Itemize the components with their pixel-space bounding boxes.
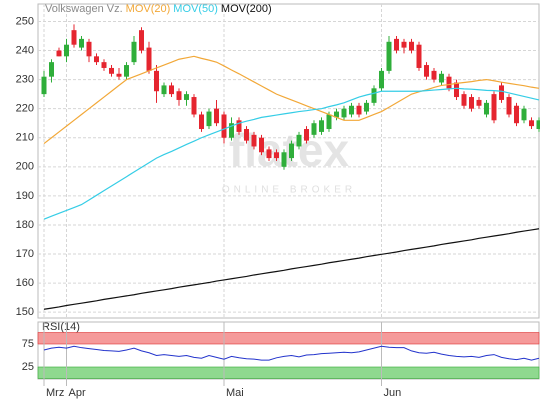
- candle-body: [259, 138, 264, 153]
- legend-entry: MOV(200): [221, 3, 272, 15]
- x-tick-label: Apr: [69, 387, 86, 399]
- candle-body: [514, 106, 519, 123]
- candle-body: [342, 109, 347, 118]
- candle-body: [357, 106, 362, 115]
- candle-body: [477, 100, 482, 106]
- candle-body: [394, 39, 399, 51]
- candle-body: [267, 149, 272, 158]
- candle-body: [102, 62, 107, 68]
- candle-body: [409, 42, 414, 51]
- candle-body: [372, 88, 377, 103]
- candle-body: [454, 83, 459, 98]
- candle-body: [79, 39, 84, 48]
- candle-body: [207, 112, 212, 127]
- x-tick-label: Jun: [384, 387, 402, 399]
- candle-body: [162, 85, 167, 94]
- candle-body: [132, 42, 137, 62]
- candle-body: [139, 30, 144, 50]
- candle-body: [57, 51, 62, 57]
- y-tick-label: 210: [16, 132, 34, 144]
- candle-body: [349, 106, 354, 115]
- candle-body: [327, 114, 332, 129]
- y-tick-label: 250: [16, 15, 34, 27]
- legend-entry: Volkswagen Vz.: [45, 3, 123, 15]
- candle-body: [297, 135, 302, 147]
- candle-body: [522, 109, 527, 121]
- candle-body: [507, 97, 512, 114]
- candle-body: [364, 103, 369, 112]
- candle-body: [124, 65, 129, 77]
- y-tick-label: 240: [16, 44, 34, 56]
- candle-body: [469, 97, 474, 109]
- candle-body: [289, 144, 294, 159]
- rsi-lower-band: [38, 367, 539, 379]
- candle-body: [49, 62, 54, 77]
- candle-body: [484, 103, 489, 115]
- candle-body: [199, 114, 204, 129]
- rsi-upper-band: [38, 333, 539, 345]
- y-tick-label: 220: [16, 103, 34, 115]
- rsi-tick-label: 25: [22, 361, 34, 373]
- candle-body: [537, 120, 540, 129]
- y-tick-label: 170: [16, 248, 34, 260]
- candle-body: [222, 114, 227, 137]
- candle-body: [499, 85, 504, 100]
- candle-body: [387, 42, 392, 71]
- candle-body: [304, 129, 309, 141]
- candle-body: [117, 74, 122, 77]
- candle-body: [432, 71, 437, 80]
- candle-body: [417, 45, 422, 68]
- candle-body: [192, 97, 197, 114]
- candle-body: [94, 56, 99, 62]
- y-tick-label: 200: [16, 161, 34, 173]
- candle-body: [154, 71, 159, 91]
- candle-body: [42, 77, 47, 94]
- candle-body: [109, 68, 114, 74]
- candle-body: [87, 42, 92, 57]
- candle-body: [447, 77, 452, 89]
- candle-body: [424, 65, 429, 77]
- candle-body: [379, 71, 384, 88]
- candle-body: [282, 152, 287, 167]
- candle-body: [214, 109, 219, 124]
- candle-body: [147, 48, 152, 71]
- candle-body: [72, 30, 77, 45]
- candle-body: [492, 94, 497, 120]
- candle-body: [319, 120, 324, 132]
- watermark-tagline: ONLINE BROKER: [222, 185, 356, 196]
- legend: Volkswagen Vz.MOV(20)MOV(50)MOV(200): [45, 3, 272, 15]
- candle-body: [252, 135, 257, 147]
- rsi-tick-label: 75: [22, 338, 34, 350]
- candle-body: [184, 94, 189, 100]
- candle-body: [169, 85, 174, 94]
- candle-body: [177, 91, 182, 100]
- candle-body: [439, 74, 444, 83]
- candle-body: [462, 94, 467, 106]
- x-tick-label: Mai: [226, 387, 244, 399]
- candle-body: [274, 152, 279, 158]
- y-tick-label: 160: [16, 277, 34, 289]
- y-tick-label: 190: [16, 190, 34, 202]
- y-tick-label: 230: [16, 73, 34, 85]
- legend-entry: MOV(50): [173, 3, 218, 15]
- rsi-title: RSI(14): [42, 321, 80, 333]
- candle-body: [244, 129, 249, 141]
- candle-body: [529, 120, 534, 126]
- candle-body: [64, 45, 69, 57]
- candle-body: [237, 120, 242, 132]
- candle-body: [402, 42, 407, 48]
- x-tick-label: Mrz: [46, 387, 64, 399]
- y-tick-label: 180: [16, 219, 34, 231]
- candle-body: [312, 123, 317, 135]
- y-tick-label: 150: [16, 306, 34, 318]
- legend-entry: MOV(20): [126, 3, 171, 15]
